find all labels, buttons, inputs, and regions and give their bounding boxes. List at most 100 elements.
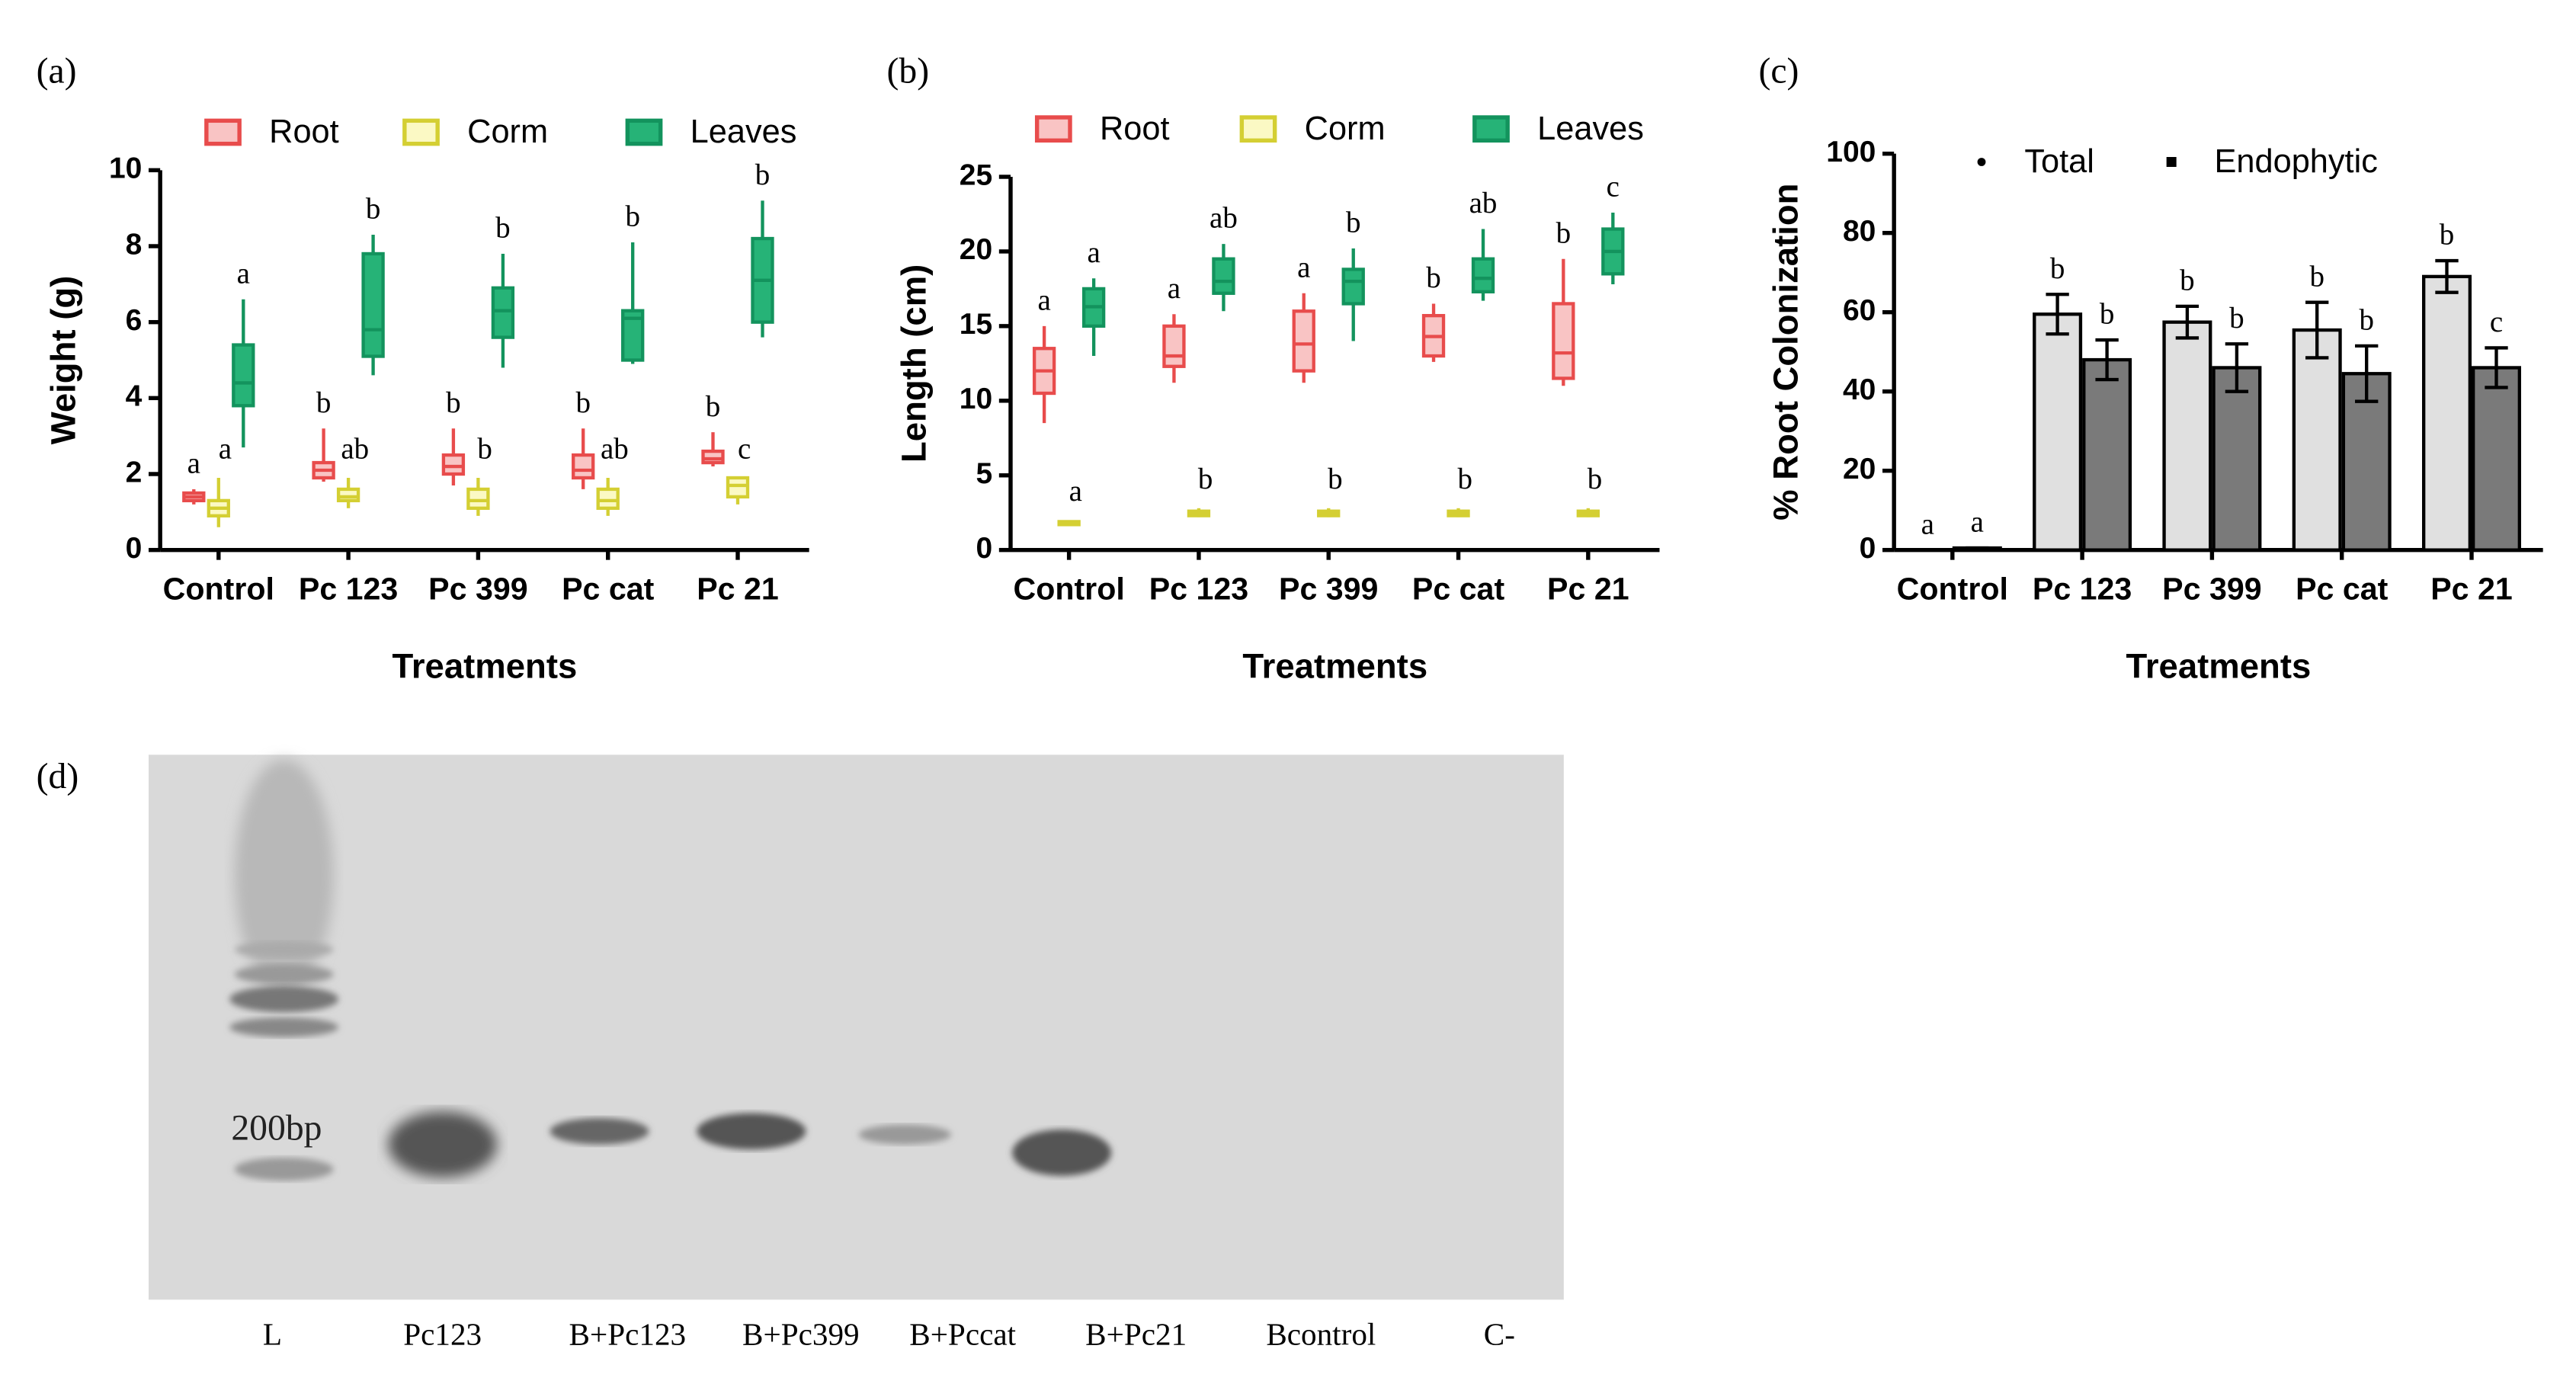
significance-label: b: [316, 386, 331, 419]
significance-label: b: [2100, 298, 2115, 331]
significance-label: b: [1556, 216, 1571, 249]
panel-label: (d): [37, 757, 79, 796]
significance-label: b: [755, 159, 771, 191]
significance-label: b: [2359, 303, 2374, 336]
significance-label: b: [625, 200, 640, 233]
lane-label: B+Pc123: [569, 1317, 687, 1352]
lane-label: C-: [1484, 1317, 1515, 1352]
y-tick-label: 0: [976, 532, 992, 565]
legend-marker: [1977, 158, 1986, 166]
x-tick-label: Control: [1897, 572, 2008, 607]
legend-label: Corm: [467, 114, 548, 150]
gel-image: [149, 754, 1564, 1300]
marker-label: 200bp: [231, 1108, 322, 1148]
significance-label: b: [1588, 463, 1603, 495]
error-bar: [2225, 342, 2249, 393]
x-axis-title: Treatments: [1242, 647, 1427, 686]
y-tick-label: 10: [109, 152, 142, 185]
significance-label: a: [1921, 508, 1934, 540]
box: [361, 251, 385, 358]
box: [336, 487, 360, 503]
lane-label: B+Pc21: [1085, 1317, 1187, 1352]
error-bar: [2485, 346, 2508, 389]
significance-label: b: [1457, 463, 1472, 495]
lane-label: Bcontrol: [1266, 1317, 1376, 1352]
significance-label: a: [219, 432, 232, 465]
lane-label: B+Pc399: [742, 1317, 860, 1352]
panel-label: (a): [37, 52, 77, 91]
significance-label: c: [738, 432, 751, 465]
bar: [2082, 357, 2132, 552]
significance-label: b: [1426, 261, 1441, 294]
box: [466, 487, 490, 511]
panel-label: (b): [886, 52, 929, 91]
bar: [2033, 312, 2083, 552]
legend-label: Root: [269, 114, 339, 150]
significance-label: a: [1168, 272, 1181, 305]
box: [596, 487, 620, 511]
box: [1552, 302, 1575, 380]
legend-swatch: [1239, 115, 1277, 143]
significance-label: b: [1328, 463, 1343, 495]
box: [232, 343, 255, 408]
y-axis-title: % Root Colonization: [1767, 184, 1805, 521]
legend-swatch: [402, 118, 440, 146]
y-tick-label: 0: [1860, 532, 1876, 565]
box: [1162, 324, 1186, 368]
error-bar: [2175, 304, 2200, 340]
bar: [2422, 274, 2472, 552]
bar: [2472, 366, 2522, 552]
y-tick-label: 4: [126, 380, 143, 413]
error-bar: [2095, 338, 2119, 382]
box: [1471, 257, 1495, 293]
x-tick-label: Pc 21: [2430, 572, 2513, 607]
significance-label: b: [495, 212, 511, 245]
bar: [2212, 366, 2262, 552]
significance-label: b: [366, 193, 381, 226]
x-tick-label: Pc 123: [2033, 572, 2132, 607]
y-axis-title: Length (cm): [895, 264, 934, 463]
y-tick-label: 60: [1843, 294, 1876, 327]
y-tick-label: 20: [960, 233, 992, 266]
significance-label: b: [477, 432, 492, 465]
legend-label: Leaves: [690, 114, 797, 150]
x-tick-label: Pc 123: [299, 572, 398, 607]
y-tick-label: 8: [126, 228, 143, 261]
significance-label: b: [1198, 463, 1213, 495]
significance-label: a: [1297, 251, 1310, 284]
significance-label: b: [1346, 207, 1361, 239]
legend-swatch: [204, 118, 242, 146]
x-tick-label: Pc cat: [1412, 572, 1505, 607]
legend-swatch: [625, 118, 663, 146]
significance-label: b: [2440, 219, 2455, 251]
x-tick-label: Control: [163, 572, 274, 607]
significance-label: a: [1069, 475, 1082, 508]
x-tick-label: Pc 123: [1149, 572, 1248, 607]
bar: [2162, 320, 2212, 552]
x-tick-label: Pc 21: [1547, 572, 1629, 607]
significance-label: b: [2180, 264, 2195, 296]
significance-label: ab: [1469, 187, 1498, 219]
lane-label: Pc123: [403, 1317, 482, 1352]
error-bar: [2435, 258, 2459, 294]
significance-label: c: [2490, 306, 2503, 338]
x-tick-label: Pc cat: [562, 572, 655, 607]
panel-label: (c): [1758, 52, 1799, 91]
significance-label: a: [1971, 506, 1984, 539]
significance-label: b: [2050, 252, 2065, 285]
error-bar: [2046, 293, 2069, 336]
y-tick-label: 15: [960, 308, 992, 341]
lane-label: B+Pccat: [909, 1317, 1016, 1352]
bar: [2292, 328, 2342, 552]
significance-label: b: [575, 386, 591, 419]
box: [1292, 309, 1315, 373]
significance-label: c: [1607, 171, 1620, 203]
significance-label: b: [446, 386, 461, 419]
x-tick-label: Pc 399: [428, 572, 527, 607]
legend-swatch: [1034, 115, 1072, 143]
error-bar: [2305, 300, 2329, 360]
significance-label: a: [187, 447, 200, 480]
significance-label: a: [1087, 236, 1100, 269]
significance-label: ab: [341, 432, 369, 465]
